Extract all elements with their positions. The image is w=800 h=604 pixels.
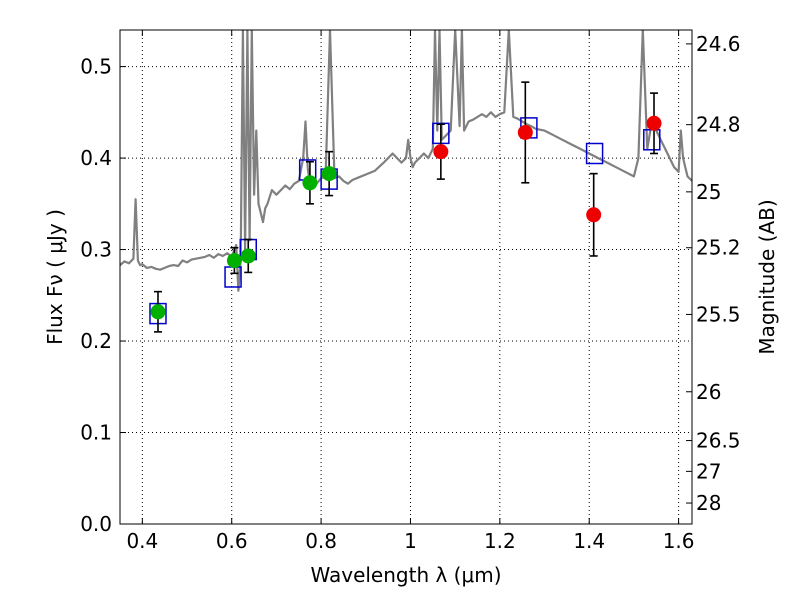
acs-data-point: [321, 166, 337, 182]
y-axis-label: Flux Fν ( μJy ): [43, 209, 67, 345]
right-tick-label: 24.8: [696, 113, 741, 137]
wfc3-data-point: [586, 207, 602, 223]
y-tick-label: 0.3: [80, 238, 112, 262]
x-tick-label: 0.6: [216, 529, 248, 553]
x-tick-label: 1.2: [484, 529, 516, 553]
grid: [120, 30, 692, 524]
wfc3-data-point: [517, 124, 533, 140]
right-axis-label: Magnitude (AB): [755, 199, 779, 354]
y-tick-label: 0.4: [80, 146, 112, 170]
right-tick-label: 25.5: [696, 302, 741, 326]
y-tick-label: 0.0: [80, 512, 112, 536]
wfc3-data-point: [646, 115, 662, 131]
acs-data-point: [226, 253, 242, 269]
data-layer: [120, 30, 692, 333]
right-tick-label: 28: [696, 491, 721, 515]
x-tick-label: 0.4: [126, 529, 158, 553]
right-tick-label: 26.5: [696, 429, 741, 453]
model-sed-line: [120, 30, 692, 292]
plot-frame: [119, 29, 693, 525]
x-axis-label: Wavelength λ (μm): [310, 563, 501, 587]
acs-data-point: [302, 175, 318, 191]
y-tick-label: 0.5: [80, 55, 112, 79]
x-tick-label: 1.6: [663, 529, 695, 553]
wfc3-data-point: [433, 144, 449, 160]
acs-data-point: [150, 304, 166, 320]
right-tick-label: 27: [696, 459, 721, 483]
y-tick-label: 0.2: [80, 329, 112, 353]
right-tick-label: 24.6: [696, 32, 741, 56]
x-tick-label: 0.8: [305, 529, 337, 553]
right-tick-label: 25: [696, 180, 721, 204]
x-tick-label: 1.4: [573, 529, 605, 553]
right-tick-label: 26: [696, 380, 721, 404]
right-tick-label: 25.2: [696, 236, 741, 260]
model-photometry-square: [585, 142, 604, 165]
axis-ticks: 0.4 0.6 0.8 1 1.2 1.4 1.6 0.0 0.1 0.2 0.3 0.4 0.5 24.…: [80, 30, 741, 553]
y-tick-label: 0.1: [80, 421, 112, 445]
acs-data-point: [240, 248, 256, 264]
x-tick-label: 1: [404, 529, 417, 553]
